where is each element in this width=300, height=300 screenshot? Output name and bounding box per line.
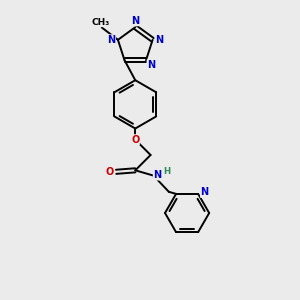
Text: N: N bbox=[147, 60, 155, 70]
Text: O: O bbox=[131, 135, 140, 145]
Text: N: N bbox=[107, 35, 116, 45]
Text: O: O bbox=[106, 167, 114, 177]
Text: N: N bbox=[155, 35, 163, 45]
Text: N: N bbox=[153, 170, 161, 180]
Text: N: N bbox=[201, 188, 209, 197]
Text: CH₃: CH₃ bbox=[91, 18, 110, 27]
Text: N: N bbox=[131, 16, 139, 26]
Text: H: H bbox=[163, 167, 170, 176]
